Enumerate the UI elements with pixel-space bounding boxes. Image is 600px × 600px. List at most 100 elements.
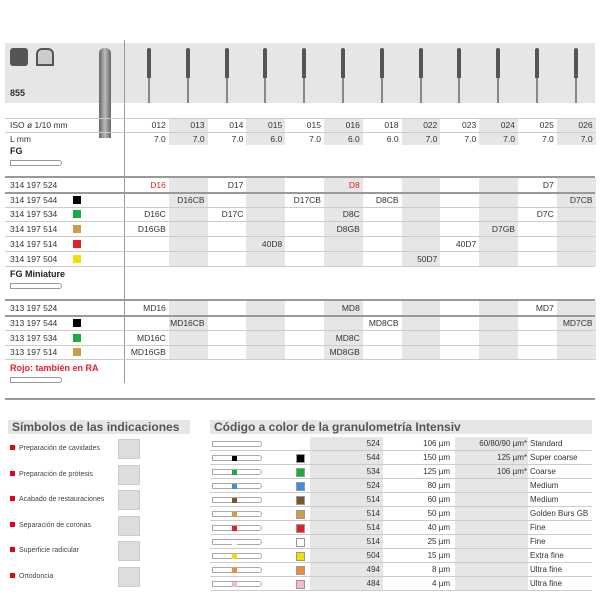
bur-neck	[458, 78, 461, 103]
bur-shank-icon	[212, 441, 262, 447]
divider	[5, 176, 595, 178]
bur-image	[534, 48, 540, 103]
iso-value: 018	[384, 120, 399, 130]
code: 494	[366, 565, 380, 574]
color-swatch	[73, 195, 81, 204]
code: 524	[366, 439, 380, 448]
ref-number: 313 197 534	[10, 332, 58, 343]
grain-size: 50 µm	[427, 509, 450, 518]
shank-icon	[10, 283, 62, 290]
ref-number: 314 197 504	[10, 253, 58, 264]
indication-item: Acabado de restauraciones	[10, 496, 104, 503]
divider	[5, 344, 595, 346]
shade-col	[556, 118, 596, 145]
length-value: 7.0	[541, 134, 554, 144]
bur-image	[495, 48, 501, 103]
bur-image	[456, 48, 462, 103]
ring-mark	[232, 470, 237, 475]
granulometry-row: 494 8 µm Ultra fine	[210, 563, 592, 577]
grit-name: Coarse	[530, 467, 556, 476]
iso-label: ISO ø 1/10 mm	[10, 120, 68, 130]
bur-shank-icon	[212, 581, 262, 587]
granulometry-row: 514 25 µm Fine	[210, 535, 592, 549]
color-swatch	[296, 566, 305, 575]
color-swatch	[296, 524, 305, 533]
color-swatch	[296, 510, 305, 519]
bur-shank-icon	[212, 455, 262, 461]
grain-size: 4 µm	[432, 579, 450, 588]
grain-size: 150 µm	[423, 453, 450, 462]
bullet-icon	[10, 547, 15, 552]
color-swatch	[73, 239, 81, 248]
indication-item: Preparación de prótesis	[10, 470, 93, 478]
ref-number: 314 197 544	[10, 194, 58, 205]
code: 514	[366, 537, 380, 546]
product-header-band	[5, 43, 595, 103]
grit-name: Super coarse	[530, 453, 578, 462]
color-swatch	[296, 580, 305, 589]
indication-label: Ortodoncia	[19, 572, 54, 580]
bur-tip	[302, 48, 307, 78]
bur-tip	[496, 48, 501, 78]
product-cell: MD8	[341, 303, 360, 314]
bur-shank-icon	[212, 567, 262, 573]
bur-image	[301, 48, 307, 103]
product-cell: 40D8	[261, 238, 283, 249]
section-title: FG Miniature	[10, 269, 66, 280]
shade-col	[455, 437, 528, 591]
shade-col	[168, 118, 208, 145]
ring-mark	[232, 498, 237, 503]
grain-size: 60 µm	[427, 495, 450, 504]
shade-col	[479, 118, 518, 145]
bur-tip	[185, 48, 190, 78]
grit-name: Fine	[530, 537, 546, 546]
granulometry-row: 484 4 µm Ultra fine	[210, 577, 592, 591]
product-cell: D7	[542, 180, 554, 190]
alt-size: 125 µm*	[497, 453, 527, 462]
iso-value: 014	[229, 120, 244, 130]
bur-neck	[419, 78, 422, 103]
product-cell: 50D7	[417, 253, 438, 264]
product-cell: D8CB	[375, 194, 399, 205]
divider	[5, 192, 595, 194]
grit-name: Fine	[530, 523, 546, 532]
bur-shank-icon	[212, 539, 262, 545]
shank-icon	[10, 160, 62, 166]
color-swatch	[296, 538, 305, 547]
grit-name: Extra fine	[530, 551, 564, 560]
divider	[5, 315, 595, 318]
indication-item: Ortodoncia	[10, 572, 54, 580]
product-cell: MD7CB	[562, 317, 593, 328]
alt-size: 106 µm*	[497, 467, 527, 476]
length-label: L mm	[10, 134, 31, 144]
indication-item: Superficie radicular	[10, 547, 79, 554]
shade-col	[310, 437, 383, 591]
bur-image	[224, 48, 230, 103]
length-value: 7.0	[231, 134, 244, 144]
grit-name: Medium	[530, 495, 559, 504]
ref-number: 313 197 514	[10, 347, 58, 358]
granulometry-row: 504 15 µm Extra fine	[210, 549, 592, 563]
length-value: 7.0	[309, 134, 321, 144]
bur-neck	[264, 78, 267, 103]
bur-large-image	[99, 48, 111, 138]
product-code: 855	[10, 88, 26, 98]
bur-shank-icon	[212, 525, 262, 531]
grit-name: Ultra fine	[530, 565, 563, 574]
color-swatch	[73, 333, 81, 342]
ring-mark	[232, 582, 237, 587]
granulometry-row: 514 40 µm Fine	[210, 521, 592, 535]
color-swatch	[73, 318, 81, 327]
bur-neck	[186, 78, 189, 103]
length-value: 7.0	[464, 134, 477, 144]
color-swatch	[296, 552, 305, 561]
alt-size: 60/80/90 µm*	[479, 439, 527, 448]
color-swatch	[73, 348, 81, 357]
bur-tip	[457, 48, 462, 78]
shade-col	[324, 118, 363, 145]
length-value: 6.0	[347, 134, 360, 144]
divider	[5, 221, 595, 223]
bur-tip	[224, 48, 229, 78]
bur-neck	[148, 78, 150, 103]
shank-icon	[10, 377, 62, 383]
